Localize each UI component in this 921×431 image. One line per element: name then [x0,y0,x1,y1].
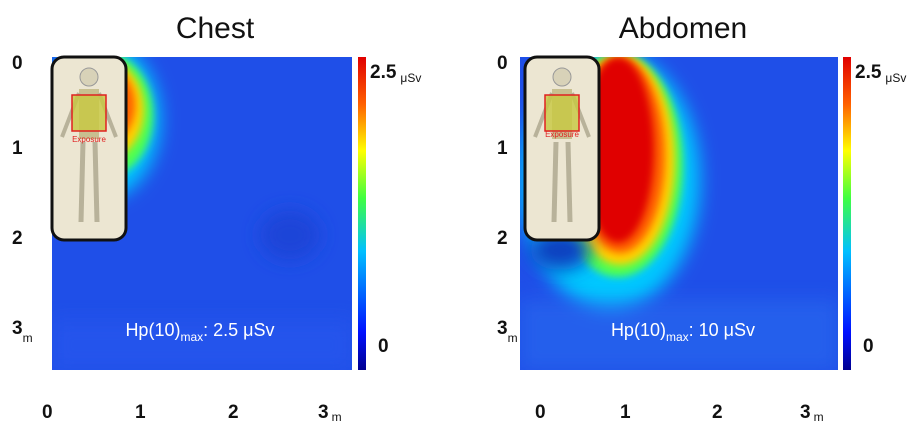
x-tick-label: 1 [620,402,631,423]
tick-text: 1 [135,402,146,423]
y-tick-label: 2 [12,228,23,249]
y-tick-label: 1 [497,138,508,159]
body-figure [525,57,599,240]
tick-text: 0 [42,402,53,423]
y-tick-label: 2 [497,228,508,249]
tick-text: 2 [228,402,239,423]
annotation-subscript: max [180,330,203,344]
tick-text: 0 [497,53,508,74]
tick-text: 3 [800,402,811,423]
colorbar-unit: μSv [400,71,421,85]
colorbar-max-value: 2.5 [855,62,882,83]
unit: m [814,410,824,424]
x-tick-label: 2 [712,402,723,423]
tick-text: 3 [497,318,508,339]
figure-label: Exposure [545,130,579,139]
x-tick-label: 0 [535,402,546,423]
annotation-quantity: Hp(10) [125,320,180,340]
annotation-quantity: Hp(10) [611,320,666,340]
colorbar [358,57,366,370]
figure-label: Exposure [72,135,106,144]
colorbar-min: 0 [378,336,389,357]
page: {"panels": [ {"title": "Chest", "y_ticks… [0,0,921,426]
colorbar-min: 0 [863,336,874,357]
annotation-subscript: max [666,330,689,344]
tick-text: 0 [535,402,546,423]
tick-text: 1 [12,138,23,159]
unit: m [332,410,342,424]
y-tick-label: 3m [497,318,518,345]
y-tick-label: 3m [12,318,33,345]
tick-text: 2 [497,228,508,249]
y-tick-label: 1 [12,138,23,159]
tick-text: 3 [318,402,329,423]
body-figure [52,57,126,240]
tick-text: 1 [620,402,631,423]
tick-text: 3 [12,318,23,339]
x-tick-label: 0 [42,402,53,423]
tick-text: 2 [12,228,23,249]
x-tick-label: 2 [228,402,239,423]
annotation-value: : 10 μSv [689,320,755,340]
colorbar-max-value: 2.5 [370,62,397,83]
annotation-value: : 2.5 μSv [203,320,274,340]
colorbar [843,57,851,370]
tick-text: 1 [497,138,508,159]
y-tick-label: 0 [12,53,23,74]
panel-title: Abdomen [619,12,747,45]
panel-title: Chest [176,12,255,45]
unit: m [23,331,33,345]
colorbar-unit: μSv [885,71,906,85]
tick-text: 0 [12,53,23,74]
x-tick-label: 1 [135,402,146,423]
tick-text: 2 [712,402,723,423]
unit: m [508,331,518,345]
y-tick-label: 0 [497,53,508,74]
figure: Exposure Exposure Chest0123m0123m2.5μSv0… [0,0,921,426]
